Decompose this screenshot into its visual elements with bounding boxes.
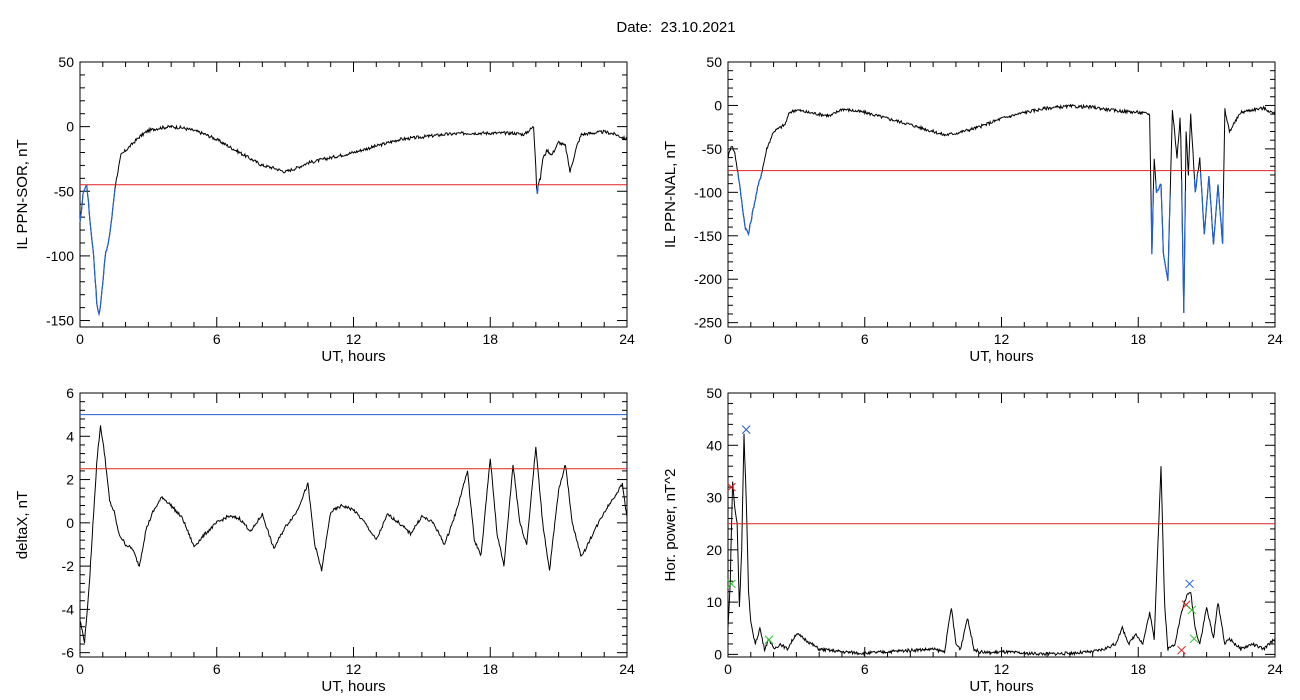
marker-red-x <box>727 482 736 492</box>
x-tick-label: 18 <box>482 331 498 347</box>
x-axis-label: UT, hours <box>969 348 1033 365</box>
marker-red-x <box>1177 645 1186 655</box>
plot-frame <box>727 61 1276 328</box>
series-line <box>727 433 1276 657</box>
y-tick-label: -150 <box>46 313 74 329</box>
marker-stroke <box>1187 605 1197 615</box>
panel-ppn-nal: 0 6 12 18 24 50 0 -50 -100 -150 -200 -250 UT, hours I… <box>662 54 1283 365</box>
plot-frame <box>79 392 628 658</box>
marker-stroke <box>1181 600 1191 610</box>
y-tick-label: 50 <box>706 385 722 401</box>
panel-ppn-sor: 0 6 12 18 24 50 0 -50 -100 -150 UT, hours IL PPN-SO… <box>14 54 635 365</box>
marker-blue-x <box>741 425 751 434</box>
x-axis-label: UT, hours <box>321 348 385 365</box>
y-tick-label: -200 <box>694 271 722 287</box>
y-tick-label: 50 <box>58 54 74 70</box>
marker-green-x <box>1189 634 1199 644</box>
marker-stroke <box>764 635 774 645</box>
y-tick-label: 0 <box>66 515 74 531</box>
below-threshold-segment <box>536 185 539 194</box>
marker-green-x <box>727 579 736 589</box>
y-tick-label: 30 <box>706 490 722 506</box>
y-tick-label: 0 <box>714 97 722 113</box>
series-line <box>727 103 1276 314</box>
marker-green-x <box>1187 605 1197 615</box>
marker-stroke <box>1185 579 1194 589</box>
y-tick-label: -250 <box>694 315 722 331</box>
x-axis-label: UT, hours <box>321 678 385 695</box>
y-axis-label: Hor. power, nT^2 <box>662 469 679 582</box>
marker-green-x <box>764 635 774 645</box>
below-threshold-segment <box>1150 189 1154 255</box>
x-tick-label: 12 <box>346 661 362 677</box>
panel-hor-power: 0 6 12 18 24 50 40 30 20 10 0 UT, hours Hor. power, … <box>662 385 1283 695</box>
marker-blue-x <box>1185 579 1194 589</box>
y-tick-label: 0 <box>66 119 74 135</box>
y-tick-label: 2 <box>66 472 74 488</box>
marker-stroke <box>1177 645 1186 655</box>
x-tick-label: 12 <box>994 661 1010 677</box>
x-tick-label: 0 <box>724 331 732 347</box>
y-tick-label: 50 <box>706 54 722 70</box>
x-tick-label: 24 <box>1267 331 1283 347</box>
x-tick-label: 6 <box>213 331 221 347</box>
series-line <box>79 425 628 644</box>
y-tick-label: -6 <box>62 645 75 661</box>
y-tick-label: -50 <box>54 183 74 199</box>
x-tick-label: 18 <box>1130 331 1146 347</box>
x-tick-label: 0 <box>724 661 732 677</box>
panel-deltax: 0 6 12 18 24 6 4 2 0 -2 -4 -6 UT, hours deltaX, nT <box>14 385 635 695</box>
y-tick-label: -100 <box>694 184 722 200</box>
below-threshold-segment <box>1181 179 1186 314</box>
y-axis-label: IL PPN-SOR, nT <box>14 139 31 249</box>
x-tick-label: 0 <box>76 661 84 677</box>
plot-frame <box>727 392 1276 658</box>
x-tick-label: 24 <box>619 661 635 677</box>
y-tick-label: 6 <box>66 385 74 401</box>
marker-stroke <box>741 425 751 434</box>
y-tick-label: -100 <box>46 248 74 264</box>
marker-stroke <box>1189 634 1199 644</box>
x-tick-label: 18 <box>482 661 498 677</box>
marker-stroke <box>727 482 736 492</box>
x-tick-label: 6 <box>213 661 221 677</box>
below-threshold-segment <box>737 171 763 237</box>
series-line <box>79 124 628 316</box>
below-threshold-segment <box>1193 173 1199 193</box>
page-title: Date: 23.10.2021 <box>616 19 736 36</box>
x-tick-label: 12 <box>994 331 1010 347</box>
y-tick-label: 0 <box>714 646 722 662</box>
y-tick-label: 20 <box>706 542 722 558</box>
x-tick-label: 12 <box>346 331 362 347</box>
y-tick-label: -2 <box>62 558 75 574</box>
x-tick-label: 24 <box>619 331 635 347</box>
y-tick-label: -4 <box>62 601 75 617</box>
x-axis-label: UT, hours <box>969 678 1033 695</box>
marker-stroke <box>727 579 736 589</box>
x-tick-label: 24 <box>1267 661 1283 677</box>
y-tick-label: 10 <box>706 594 722 610</box>
x-tick-label: 0 <box>76 331 84 347</box>
y-tick-label: 4 <box>66 428 74 444</box>
plot-frame <box>79 61 628 328</box>
y-tick-label: -50 <box>702 141 722 157</box>
y-axis-label: deltaX, nT <box>14 491 31 559</box>
y-tick-label: -150 <box>694 228 722 244</box>
below-threshold-segment <box>1155 180 1171 281</box>
below-threshold-segment <box>1199 171 1224 245</box>
x-tick-label: 6 <box>861 331 869 347</box>
y-axis-label: IL PPN-NAL, nT <box>662 141 679 248</box>
below-threshold-segment <box>79 184 116 317</box>
y-tick-label: 40 <box>706 437 722 453</box>
x-tick-label: 6 <box>861 661 869 677</box>
x-tick-label: 18 <box>1130 661 1146 677</box>
